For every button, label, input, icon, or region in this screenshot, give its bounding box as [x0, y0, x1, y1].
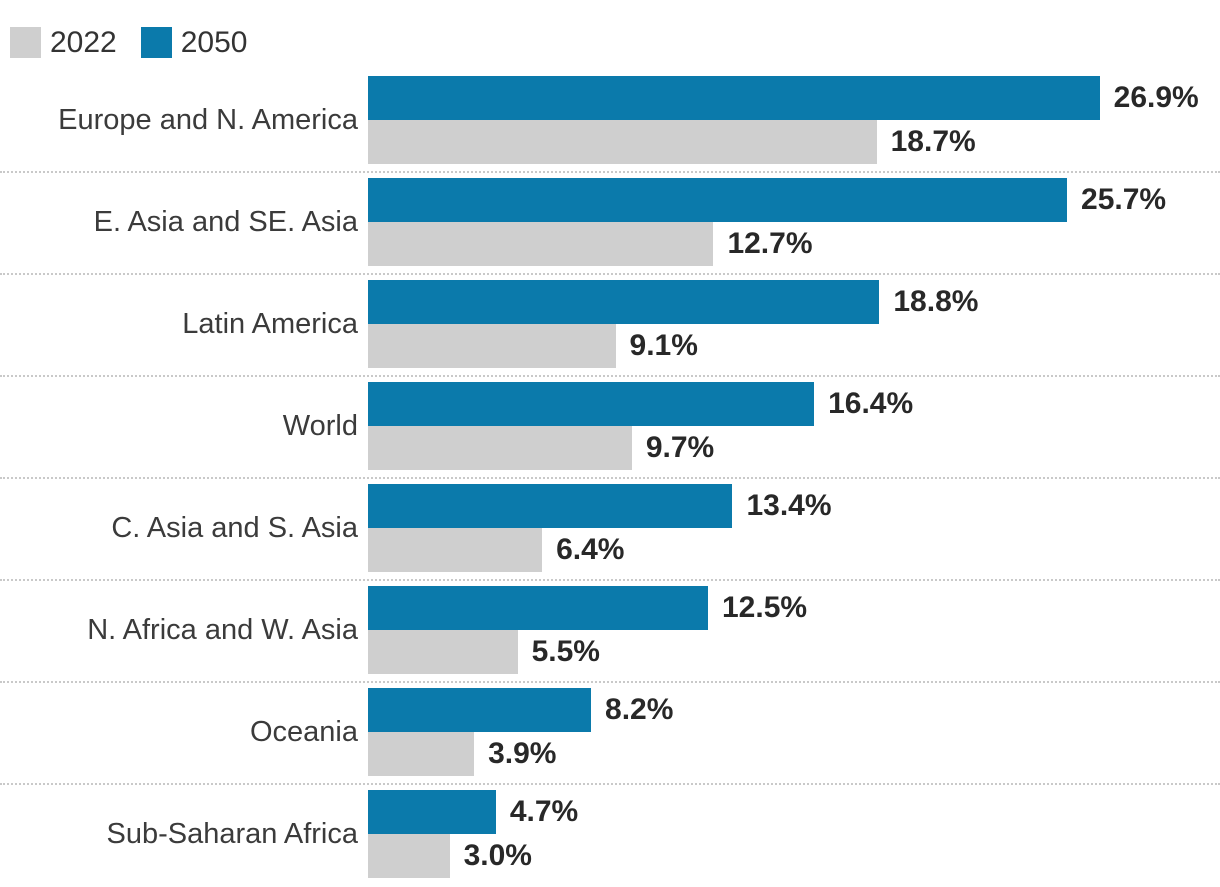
bar-value-2050: 4.7% [509, 795, 579, 828]
bar-2050 [368, 178, 1068, 222]
bar-line-2022: 3.0% [368, 834, 1220, 878]
bar-2022 [368, 120, 877, 164]
bar-value-2022: 9.7% [645, 431, 715, 464]
bar-2050 [368, 790, 496, 834]
bar-value-2022: 9.1% [629, 329, 698, 362]
legend-label-2022: 2022 [50, 25, 117, 59]
legend-swatch-2022 [10, 27, 41, 58]
chart-row: N. Africa and W. Asia 12.5% 5.5% [0, 581, 1220, 683]
chart-row: World 16.4% 9.7% [0, 377, 1220, 479]
bar-2022 [368, 528, 543, 572]
bar-2022 [368, 630, 518, 674]
bar-line-2022: 6.4% [368, 528, 1220, 572]
category-label: World [282, 409, 358, 442]
category-label: C. Asia and S. Asia [111, 511, 358, 544]
legend-label-2050: 2050 [180, 25, 248, 59]
bar-2022 [368, 426, 632, 470]
category-label: Europe and N. America [58, 103, 358, 136]
bar-value-2050: 26.9% [1113, 81, 1199, 114]
bar-line-2022: 18.7% [368, 120, 1220, 164]
bar-2050 [368, 688, 592, 732]
bar-value-2022: 12.7% [727, 227, 813, 260]
chart-row: Latin America 18.8% 9.1% [0, 275, 1220, 377]
bar-value-2022: 3.9% [488, 737, 557, 770]
category-label: E. Asia and SE. Asia [93, 205, 358, 238]
chart-row: Sub-Saharan Africa 4.7% 3.0% [0, 785, 1220, 887]
category-label: Sub-Saharan Africa [106, 817, 358, 850]
legend-item-2022: 2022 [10, 26, 117, 60]
legend-item-2050: 2050 [140, 25, 248, 60]
bar-line-2050: 26.9% [368, 76, 1220, 120]
category-label: Oceania [249, 715, 358, 748]
chart-row: E. Asia and SE. Asia 25.7% 12.7% [0, 173, 1220, 275]
bar-group: 8.2% 3.9% [368, 688, 1220, 776]
chart-row: Europe and N. America 26.9% 18.7% [0, 71, 1220, 173]
chart-row: C. Asia and S. Asia 13.4% 6.4% [0, 479, 1220, 581]
bar-line-2050: 4.7% [368, 790, 1220, 834]
bar-2050 [368, 76, 1100, 120]
bar-2022 [368, 834, 450, 878]
bar-group: 12.5% 5.5% [368, 586, 1220, 674]
bar-value-2050: 8.2% [605, 693, 674, 726]
legend: 2022 2050 [0, 0, 1220, 71]
bar-value-2022: 3.0% [463, 839, 532, 872]
bar-line-2050: 25.7% [368, 178, 1220, 222]
chart-row: Oceania 8.2% 3.9% [0, 683, 1220, 785]
bar-value-2050: 16.4% [828, 387, 914, 420]
bar-2050 [368, 484, 733, 528]
bar-line-2022: 5.5% [368, 630, 1220, 674]
bar-line-2050: 12.5% [368, 586, 1220, 630]
bar-2022 [368, 324, 616, 368]
bar-2022 [368, 222, 714, 266]
bar-group: 4.7% 3.0% [368, 790, 1220, 878]
bar-2050 [368, 280, 880, 324]
bar-line-2050: 16.4% [368, 382, 1220, 426]
bar-line-2022: 9.1% [368, 324, 1220, 368]
bar-2050 [368, 382, 815, 426]
category-label: N. Africa and W. Asia [87, 613, 358, 646]
bar-2050 [368, 586, 708, 630]
bar-group: 18.8% 9.1% [368, 280, 1220, 368]
bar-value-2022: 5.5% [531, 635, 600, 668]
bar-line-2022: 3.9% [368, 732, 1220, 776]
bar-value-2022: 6.4% [556, 533, 625, 566]
bar-group: 26.9% 18.7% [368, 76, 1220, 164]
category-label: Latin America [182, 307, 358, 340]
bar-value-2050: 18.8% [893, 285, 979, 318]
bar-group: 25.7% 12.7% [368, 178, 1220, 266]
legend-swatch-2050 [140, 27, 172, 58]
bar-value-2022: 18.7% [890, 125, 976, 158]
bar-value-2050: 12.5% [722, 591, 808, 624]
grouped-bar-chart: Europe and N. America 26.9% 18.7% E. Asi… [0, 71, 1220, 887]
bar-line-2050: 8.2% [368, 688, 1220, 732]
bar-line-2022: 9.7% [368, 426, 1220, 470]
bar-2022 [368, 732, 475, 776]
bar-line-2050: 18.8% [368, 280, 1220, 324]
bar-line-2050: 13.4% [368, 484, 1220, 528]
bar-value-2050: 13.4% [746, 489, 832, 522]
bar-group: 16.4% 9.7% [368, 382, 1220, 470]
bar-value-2050: 25.7% [1081, 183, 1167, 216]
bar-line-2022: 12.7% [368, 222, 1220, 266]
bar-group: 13.4% 6.4% [368, 484, 1220, 572]
